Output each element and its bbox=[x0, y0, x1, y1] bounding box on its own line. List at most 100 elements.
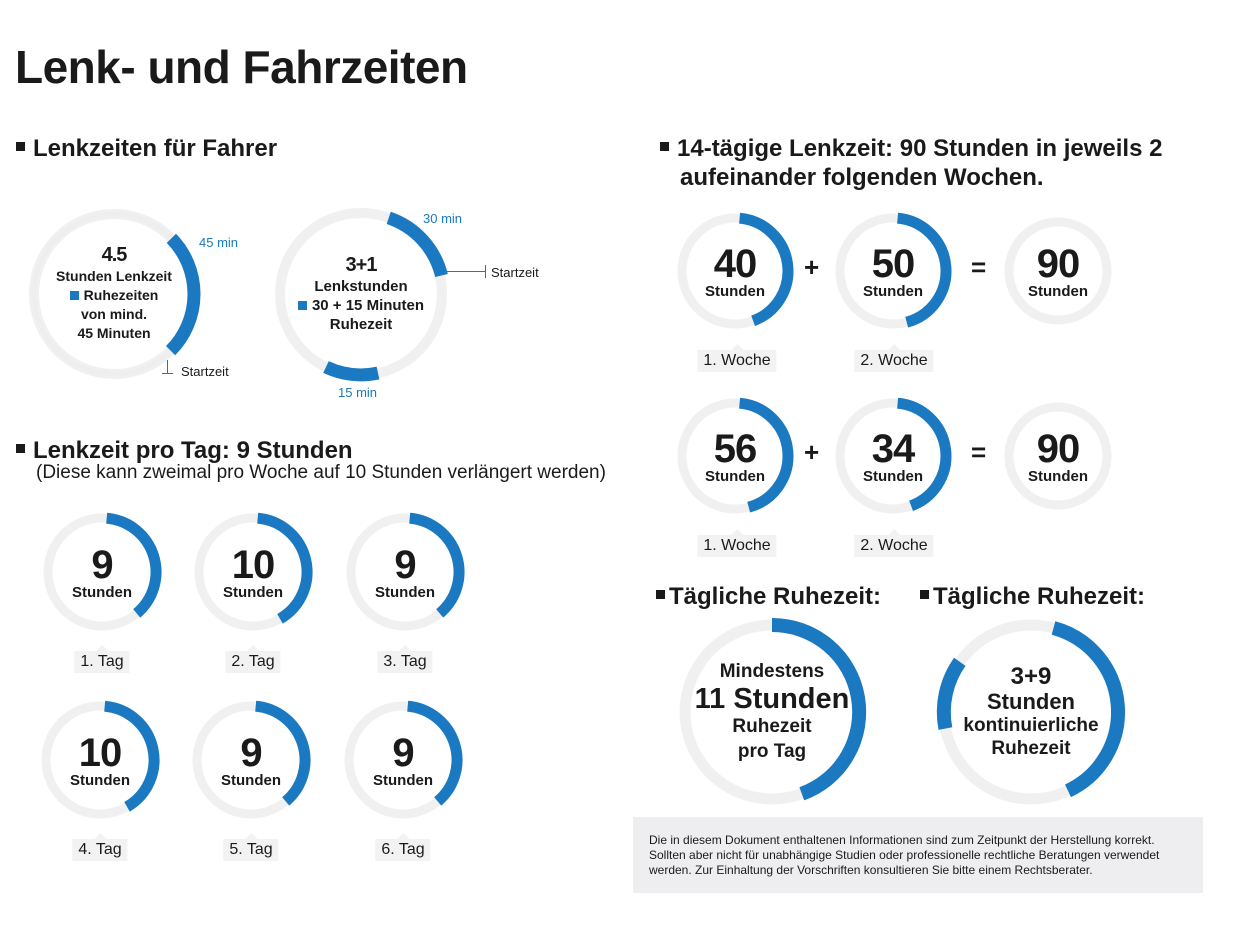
ring-graphic bbox=[194, 512, 313, 631]
ring-lenkzeit-45: 4.5 Stunden Lenkzeit Ruhezeiten von mind… bbox=[25, 205, 203, 383]
ring-label-tag: 6. Tag bbox=[375, 833, 431, 861]
ring-number: 9 bbox=[394, 542, 416, 587]
bullet-icon bbox=[920, 590, 929, 600]
legend-square-icon bbox=[69, 291, 79, 300]
ring-line: Ruhezeit bbox=[732, 716, 812, 737]
ring-line: Ruhezeit bbox=[329, 315, 393, 333]
ring-line: Lenkstunden bbox=[314, 277, 408, 295]
ring-label-tag: 2. Woche bbox=[854, 344, 934, 372]
ring-label-tag: 2. Woche bbox=[854, 529, 934, 557]
ring-graphic bbox=[346, 512, 465, 631]
bullet-icon bbox=[16, 142, 25, 152]
ring-label-tag: 1. Tag bbox=[74, 645, 130, 673]
ring-number: 3+1 bbox=[345, 253, 378, 276]
ring-unit: Stunden bbox=[863, 282, 923, 300]
start-marker bbox=[167, 360, 168, 374]
disclaimer-box: Die in diesem Dokument enthaltenen Infor… bbox=[633, 817, 1203, 893]
equals-sign: = bbox=[971, 437, 987, 467]
ring-line: Stunden bbox=[987, 689, 1075, 714]
section-note: (Diese kann zweimal pro Woche auf 10 Stu… bbox=[36, 462, 606, 483]
ring-graphic bbox=[835, 397, 952, 514]
plus-sign: + bbox=[804, 252, 820, 282]
ring-graphic bbox=[29, 209, 201, 379]
ring-graphic bbox=[936, 619, 1126, 805]
start-marker-foot bbox=[485, 265, 486, 278]
ring-ruhezeit-11: Mindestens 11 Stunden Ruhezeit pro Tag bbox=[676, 616, 868, 808]
ring-line: Mindestens bbox=[719, 661, 825, 682]
ring-graphic bbox=[1004, 217, 1112, 325]
ring-unit: Stunden bbox=[1028, 282, 1088, 300]
ring-number: 10 bbox=[78, 730, 122, 775]
ring-unit: Stunden bbox=[705, 467, 765, 485]
section-heading-pro-tag: Lenkzeit pro Tag: 9 Stunden bbox=[16, 436, 353, 465]
tag-45-min: 45 min bbox=[199, 235, 239, 250]
week-ring: 34 Stunden bbox=[834, 397, 952, 515]
ring-graphic bbox=[679, 617, 867, 805]
plus-sign: + bbox=[804, 437, 820, 467]
ring-unit: Stunden bbox=[373, 771, 433, 789]
start-label: Startzeit bbox=[491, 265, 539, 280]
page-title: Lenk- und Fahrzeiten bbox=[15, 41, 468, 93]
ring-line: kontinuierliche bbox=[963, 715, 1099, 736]
bullet-icon bbox=[16, 444, 25, 454]
section-heading-ruhezeit-right: Tägliche Ruhezeit: bbox=[920, 582, 1145, 611]
legend-square-icon bbox=[297, 300, 307, 310]
ring-number: 90 bbox=[1036, 426, 1080, 471]
ring-unit: Stunden bbox=[223, 583, 283, 601]
ring-line: 45 Minuten bbox=[77, 325, 151, 341]
heading-text: Tägliche Ruhezeit: bbox=[669, 583, 882, 610]
ring-number: 9 bbox=[392, 730, 414, 775]
ring-line-big: 11 Stunden bbox=[694, 683, 850, 715]
ring-unit: Stunden bbox=[70, 771, 130, 789]
day-ring: 9 Stunden bbox=[42, 512, 162, 632]
section-heading-14-tage: 14-tägige Lenkzeit: 90 Stunden in jeweil… bbox=[660, 134, 1162, 192]
tag-30-min: 30 min bbox=[423, 211, 463, 226]
ring-label-tag: 2. Tag bbox=[225, 645, 281, 673]
ring-graphic bbox=[677, 212, 794, 329]
ring-number: 4.5 bbox=[101, 244, 128, 266]
ring-label-tag: 5. Tag bbox=[223, 833, 279, 861]
ring-line: pro Tag bbox=[737, 741, 807, 762]
ring-line: von mind. bbox=[80, 306, 148, 322]
day-ring: 9 Stunden bbox=[191, 700, 311, 820]
bullet-icon bbox=[656, 590, 665, 600]
ring-line-rest: Ruhezeiten bbox=[69, 286, 158, 305]
ring-number: 50 bbox=[871, 241, 915, 286]
ring-number: 56 bbox=[713, 426, 757, 471]
ring-lenkzeit-3plus1: 3+1 Lenkstunden 30 + 15 Minuten Ruhezeit bbox=[271, 204, 451, 384]
ring-graphic bbox=[1004, 402, 1112, 510]
week-ring: 56 Stunden bbox=[676, 397, 794, 515]
ring-number: 90 bbox=[1036, 241, 1080, 286]
ring-line: 30 + 15 Minuten bbox=[311, 296, 425, 314]
tag-15-min: 15 min bbox=[338, 385, 378, 400]
sum-ring: 90 Stunden bbox=[1003, 401, 1113, 511]
ring-line: Ruhezeit bbox=[991, 738, 1071, 759]
week-ring: 50 Stunden bbox=[834, 212, 952, 330]
sum-ring: 90 Stunden bbox=[1003, 216, 1113, 326]
ring-unit: Stunden bbox=[863, 467, 923, 485]
ring-graphic bbox=[275, 208, 448, 382]
start-marker-foot bbox=[162, 373, 173, 374]
section-heading-lenkzeiten: Lenkzeiten für Fahrer bbox=[16, 134, 277, 163]
day-ring: 9 Stunden bbox=[343, 700, 463, 820]
ring-number: 9 bbox=[240, 730, 262, 775]
ring-graphic bbox=[192, 700, 311, 819]
day-ring: 10 Stunden bbox=[193, 512, 313, 632]
ring-graphic bbox=[43, 512, 162, 631]
ring-unit: Stunden bbox=[375, 583, 435, 601]
start-label: Startzeit bbox=[181, 364, 229, 379]
ring-graphic bbox=[677, 397, 794, 514]
start-marker bbox=[446, 271, 486, 272]
ring-label-tag: 1. Woche bbox=[697, 529, 777, 557]
ring-number: 40 bbox=[713, 241, 757, 286]
heading-text: Lenkzeit pro Tag: 9 Stunden bbox=[33, 437, 353, 464]
ring-graphic bbox=[344, 700, 463, 819]
ring-unit: Stunden bbox=[1028, 467, 1088, 485]
ring-unit: Stunden bbox=[221, 771, 281, 789]
ring-label-tag: 4. Tag bbox=[72, 833, 128, 861]
equals-sign: = bbox=[971, 252, 987, 282]
ring-unit: Stunden bbox=[705, 282, 765, 300]
week-ring: 40 Stunden bbox=[676, 212, 794, 330]
heading-text: aufeinander folgenden Wochen. bbox=[680, 164, 1044, 191]
heading-text: Tägliche Ruhezeit: bbox=[933, 583, 1146, 610]
